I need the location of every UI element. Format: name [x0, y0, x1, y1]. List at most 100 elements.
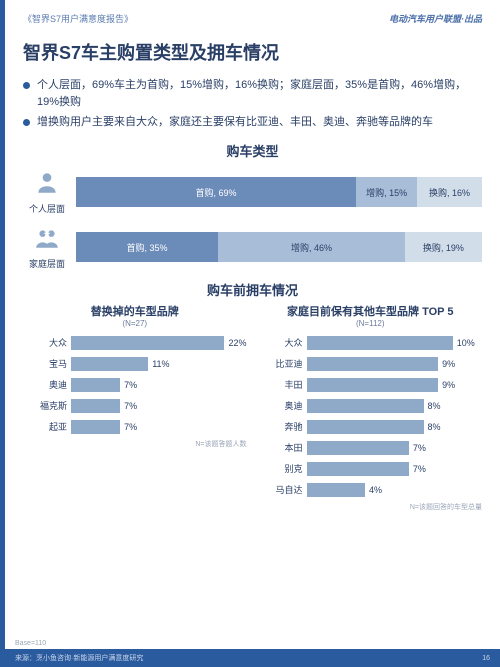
chart-row: 丰田 9% — [259, 376, 483, 394]
right-title: 家庭目前保有其他车型品牌 TOP 5 — [259, 305, 483, 319]
base-note: Base=110 — [15, 640, 46, 647]
bar — [307, 462, 409, 476]
left-note: N=该题答题人数 — [23, 439, 247, 449]
row-value: 7% — [413, 464, 426, 474]
bar-segment: 增购, 15% — [356, 177, 417, 207]
bar-wrap: 4% — [307, 483, 483, 497]
bullet-item: 增换购用户主要来自大众，家庭还主要保有比亚迪、丰田、奥迪、奔驰等品牌的车 — [23, 114, 482, 131]
bar — [307, 378, 439, 392]
bar-segment: 增购, 46% — [218, 232, 405, 262]
stack-row: 个人层面首购, 69%增购, 15%换购, 16% — [23, 170, 482, 215]
chart-row: 奔驰 8% — [259, 418, 483, 436]
row-label: 起亚 — [23, 420, 71, 433]
bullet-item: 个人层面，69%车主为首购，15%增购，16%换购；家庭层面，35%是首购，46… — [23, 77, 482, 110]
bar — [71, 336, 224, 350]
bar-wrap: 8% — [307, 420, 483, 434]
left-title: 替换掉的车型品牌 — [23, 305, 247, 319]
bar-wrap: 22% — [71, 336, 247, 350]
row-value: 9% — [442, 380, 455, 390]
bar-segment: 换购, 19% — [405, 232, 482, 262]
row-label: 福克斯 — [23, 399, 71, 412]
chart-row: 比亚迪 9% — [259, 355, 483, 373]
bar — [307, 420, 424, 434]
chart-row: 宝马 11% — [23, 355, 247, 373]
right-sub: (N=112) — [259, 319, 483, 328]
header-right: 电动汽车用户联盟·出品 — [389, 12, 482, 25]
chart-row: 大众 10% — [259, 334, 483, 352]
bar-wrap: 7% — [307, 462, 483, 476]
two-column-charts: 替换掉的车型品牌 (N=27) 大众22%宝马11%奥迪7%福克斯7%起亚7% … — [23, 305, 482, 512]
row-label: 大众 — [23, 336, 71, 349]
bar-wrap: 9% — [307, 378, 483, 392]
chart-row: 奥迪 7% — [23, 376, 247, 394]
stacked-bars: 个人层面首购, 69%增购, 15%换购, 16%家庭层面首购, 35%增购, … — [23, 170, 482, 270]
family-icon: 家庭层面 — [23, 225, 71, 270]
right-note: N=该题回答的车型总量 — [259, 502, 483, 512]
chart-row: 马自达 4% — [259, 481, 483, 499]
row-label: 丰田 — [259, 378, 307, 391]
row-label: 大众 — [259, 336, 307, 349]
page-footer: 来源：烹小鱼咨询·新能源用户满意度研究 16 — [5, 649, 500, 667]
footer-source: 来源：烹小鱼咨询·新能源用户满意度研究 — [15, 653, 143, 663]
stack-row: 家庭层面首购, 35%增购, 46%换购, 19% — [23, 225, 482, 270]
row-label: 马自达 — [259, 483, 307, 496]
left-chart: 替换掉的车型品牌 (N=27) 大众22%宝马11%奥迪7%福克斯7%起亚7% … — [23, 305, 247, 512]
bar — [71, 399, 120, 413]
row-value: 7% — [413, 443, 426, 453]
bar-segment: 首购, 35% — [76, 232, 218, 262]
row-value: 10% — [457, 338, 475, 348]
row-label: 宝马 — [23, 357, 71, 370]
bar — [307, 483, 366, 497]
bar-wrap: 8% — [307, 399, 483, 413]
chart-row: 起亚 7% — [23, 418, 247, 436]
bar-wrap: 7% — [71, 399, 247, 413]
report-page: 《智界S7用户满意度报告》 电动汽车用户联盟·出品 智界S7车主购置类型及拥车情… — [0, 0, 500, 667]
bar — [71, 420, 120, 434]
row-label: 奥迪 — [259, 399, 307, 412]
row-value: 8% — [428, 422, 441, 432]
row-value: 9% — [442, 359, 455, 369]
chart-row: 大众 22% — [23, 334, 247, 352]
header-left: 《智界S7用户满意度报告》 — [23, 12, 133, 25]
chart-row: 奥迪 8% — [259, 397, 483, 415]
row-label: 别克 — [259, 462, 307, 475]
right-chart: 家庭目前保有其他车型品牌 TOP 5 (N=112) 大众 10% 比亚迪 9% 丰田 9… — [259, 305, 483, 512]
row-value: 22% — [228, 338, 246, 348]
chart-row: 福克斯 7% — [23, 397, 247, 415]
bar — [307, 357, 439, 371]
section1-title: 购车类型 — [23, 141, 482, 160]
page-title: 智界S7车主购置类型及拥车情况 — [23, 39, 482, 65]
bar-wrap: 9% — [307, 357, 483, 371]
row-label: 奔驰 — [259, 420, 307, 433]
chart-row: 本田 7% — [259, 439, 483, 457]
right-rows: 大众 10% 比亚迪 9% 丰田 9% 奥迪 8% 奔驰 8% 本田 7% 别克 7% 马自达 4% — [259, 334, 483, 499]
left-sub: (N=27) — [23, 319, 247, 328]
bar-segment: 换购, 16% — [417, 177, 482, 207]
stack-bar: 首购, 69%增购, 15%换购, 16% — [76, 177, 482, 207]
bar — [307, 336, 453, 350]
footer-page: 16 — [482, 655, 490, 662]
stack-bar: 首购, 35%增购, 46%换购, 19% — [76, 232, 482, 262]
row-value: 4% — [369, 485, 382, 495]
row-value: 7% — [124, 380, 137, 390]
bar — [307, 399, 424, 413]
bar-wrap: 11% — [71, 357, 247, 371]
row-value: 7% — [124, 422, 137, 432]
bar-wrap: 7% — [71, 420, 247, 434]
row-label: 比亚迪 — [259, 357, 307, 370]
row-label: 本田 — [259, 441, 307, 454]
section2-title: 购车前拥车情况 — [23, 280, 482, 299]
bar-wrap: 7% — [71, 378, 247, 392]
bar-segment: 首购, 69% — [76, 177, 356, 207]
person-icon: 个人层面 — [23, 170, 71, 215]
left-rows: 大众 22% 宝马 11% 奥迪 7% 福克斯 7% 起亚 7% — [23, 334, 247, 436]
row-value: 7% — [124, 401, 137, 411]
bar-wrap: 7% — [307, 441, 483, 455]
chart-row: 别克 7% — [259, 460, 483, 478]
bar — [71, 378, 120, 392]
row-value: 8% — [428, 401, 441, 411]
bar — [307, 441, 409, 455]
row-value: 11% — [152, 359, 169, 369]
bar-wrap: 10% — [307, 336, 483, 350]
row-label: 奥迪 — [23, 378, 71, 391]
